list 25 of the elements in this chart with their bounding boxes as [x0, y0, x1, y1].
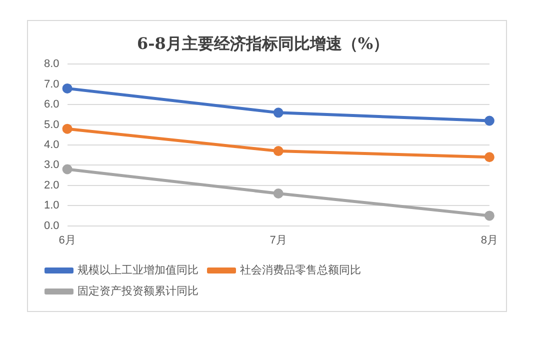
chart-title: 6-8月主要经济指标同比增速（%）: [136, 34, 390, 53]
x-tick-label: 7月: [270, 234, 287, 246]
y-tick-label: 1.0: [44, 200, 60, 212]
point: [273, 146, 284, 156]
point: [273, 188, 284, 198]
point: [273, 108, 284, 118]
legend-label: 社会消费品零售总额同比: [240, 263, 361, 276]
point: [62, 83, 72, 94]
y-tick-label: 5.0: [44, 118, 60, 131]
y-tick-label: 2.0: [44, 179, 60, 192]
x-tick-label: 8月: [480, 234, 498, 246]
y-tick-label: 7.0: [44, 78, 60, 90]
point: [62, 124, 72, 134]
y-tick-label: 6.0: [44, 98, 60, 111]
point: [484, 210, 494, 221]
legend-label: 规模以上工业增加值同比: [78, 263, 198, 276]
x-tick-label: 6月: [58, 234, 76, 246]
point: [484, 152, 494, 162]
y-tick-label: 3.0: [44, 159, 60, 172]
y-tick-label: 8.0: [44, 58, 60, 70]
point: [484, 116, 494, 126]
legend-label: 固定资产投资额累计同比: [78, 284, 198, 298]
point: [62, 164, 72, 174]
y-tick-label: 0.0: [44, 220, 60, 232]
y-tick-label: 4.0: [44, 139, 60, 152]
